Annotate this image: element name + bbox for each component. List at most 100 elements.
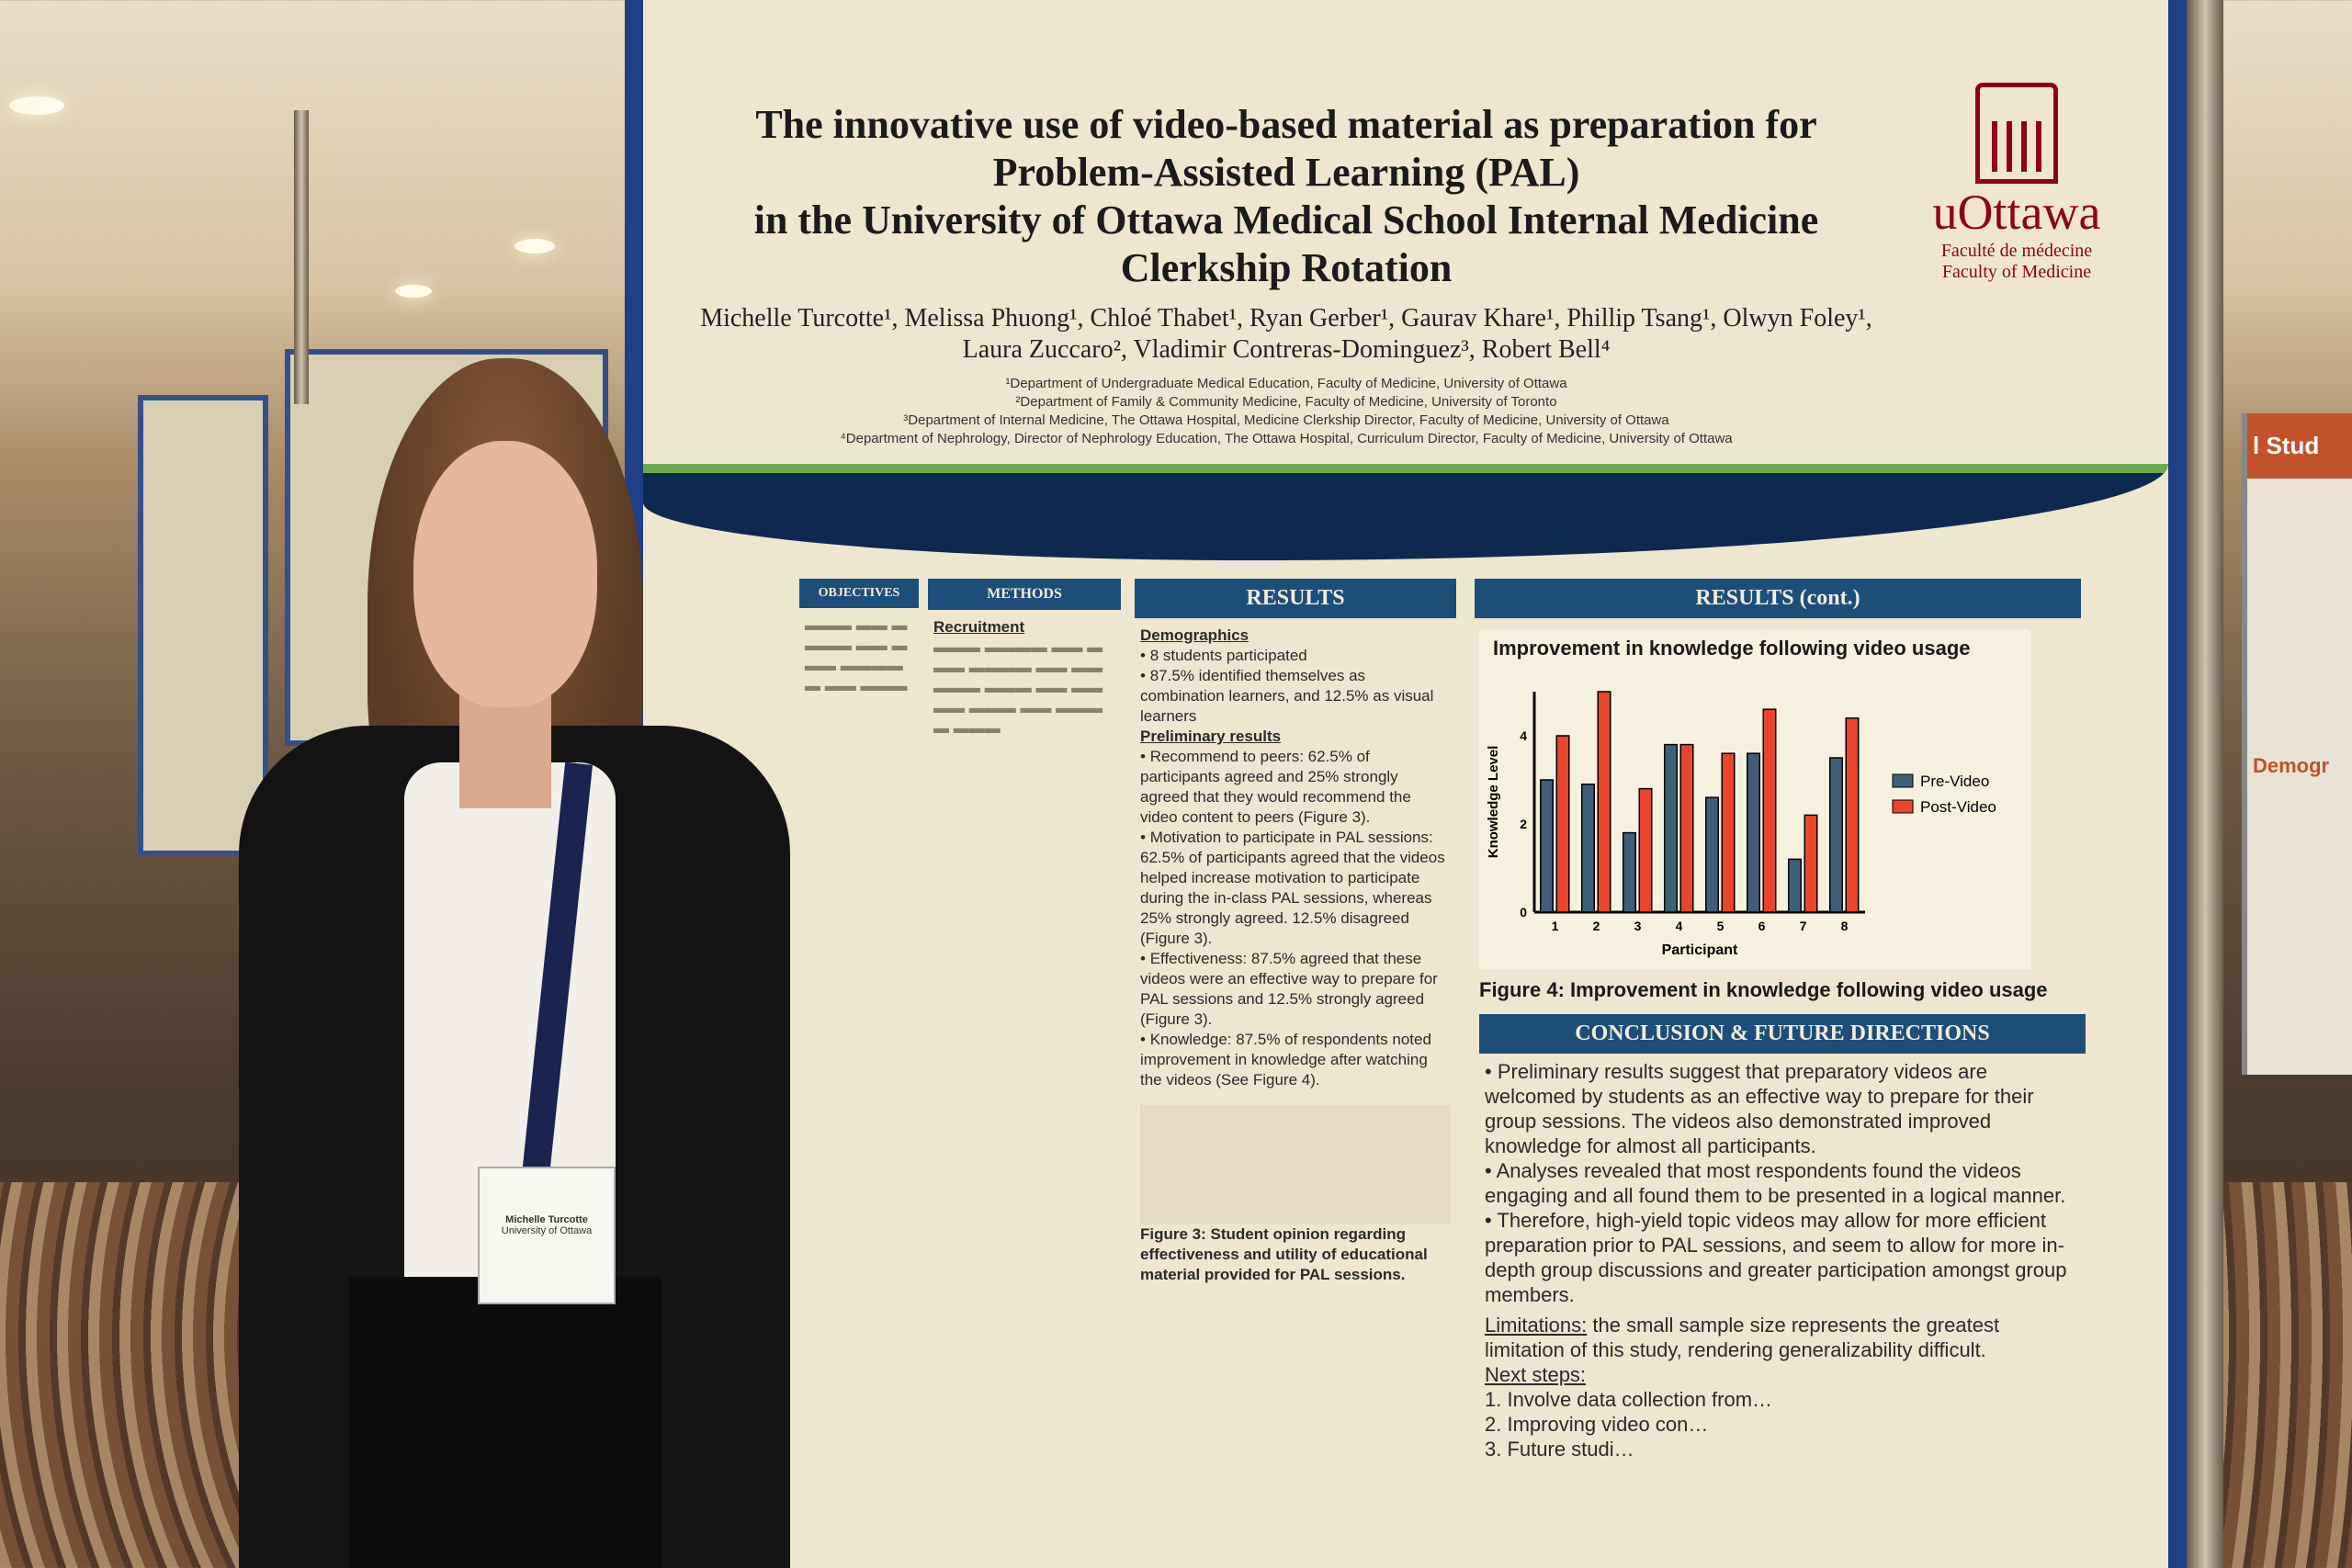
- results-text: Demographics • 8 students participated •…: [1135, 618, 1456, 1292]
- next-step: Improving video con…: [1507, 1413, 1709, 1436]
- figure-3-caption: Figure 3: Student opinion regarding effe…: [1140, 1225, 1428, 1283]
- bar-pre-video: [1540, 779, 1554, 913]
- badge-name: Michelle Turcotte: [505, 1214, 588, 1225]
- affiliation: ⁴Department of Nephrology, Director of N…: [840, 431, 1733, 446]
- badge-org: University of Ottawa: [501, 1225, 593, 1236]
- affiliation: ²Department of Family & Community Medici…: [1015, 394, 1557, 410]
- affiliations: ¹Department of Undergraduate Medical Edu…: [735, 375, 1838, 448]
- conclusion-bullet: Therefore, high-yield topic videos may a…: [1485, 1209, 2067, 1306]
- results-section: RESULTS Demographics • 8 students partic…: [1135, 579, 1456, 1292]
- y-tick-label: 2: [1520, 817, 1527, 831]
- building-icon: [1975, 83, 2058, 184]
- figure-4-caption: Figure 4: Improvement in knowledge follo…: [1479, 978, 2048, 1001]
- faculty-en: Faculty of Medicine: [1941, 262, 2092, 282]
- next-step: Future studi…: [1507, 1438, 1634, 1461]
- bar-post-video: [1845, 717, 1860, 913]
- result-item: Motivation to participate in PAL session…: [1140, 829, 1445, 947]
- results-cont-section: RESULTS (cont.): [1475, 579, 2081, 618]
- y-tick-label: 4: [1520, 728, 1527, 743]
- result-item: 8 students participated: [1149, 647, 1307, 664]
- legend-label: Post-Video: [1920, 798, 1996, 816]
- limitations-label: Limitations:: [1485, 1314, 1588, 1337]
- logo-name: uOttawa: [1932, 185, 2101, 240]
- presenter: Michelle Turcotte University of Ottawa: [202, 358, 790, 1568]
- x-tick-label: 4: [1676, 919, 1683, 933]
- x-tick-label: 6: [1758, 919, 1766, 933]
- ceiling-light: [9, 96, 64, 115]
- name-badge: Michelle Turcotte University of Ottawa: [478, 1167, 616, 1304]
- x-tick-label: 3: [1634, 919, 1642, 933]
- next-step: Involve data collection from…: [1507, 1388, 1773, 1411]
- bar-pre-video: [1829, 757, 1843, 913]
- uottawa-logo: uOttawa Faculté de médecine Faculty of M…: [1911, 83, 2122, 283]
- result-item: Effectiveness: 87.5% agreed that these v…: [1140, 950, 1438, 1028]
- neck: [459, 689, 551, 808]
- figure-3-chart: [1140, 1105, 1451, 1224]
- methods-subhead: Recruitment: [933, 618, 1025, 636]
- x-tick-label: 1: [1552, 919, 1559, 933]
- legend-swatch: [1892, 773, 1914, 788]
- background-poster: [138, 395, 268, 856]
- chart-title: Improvement in knowledge following video…: [1493, 637, 1971, 660]
- x-tick-label: 5: [1717, 919, 1724, 933]
- figure-4-chart: Improvement in knowledge following video…: [1479, 629, 2030, 969]
- ceiling-light: [514, 239, 555, 254]
- title-line-2: in the University of Ottawa Medical Scho…: [753, 197, 1819, 290]
- bar-post-video: [1804, 814, 1818, 913]
- bar-pre-video: [1581, 784, 1595, 913]
- result-item: Recommend to peers: 62.5% of participant…: [1140, 748, 1411, 826]
- ceiling-light: [395, 285, 432, 298]
- section-heading: CONCLUSION & FUTURE DIRECTIONS: [1479, 1014, 2086, 1054]
- bar-post-video: [1555, 735, 1570, 913]
- board-pole: [2187, 0, 2223, 1568]
- affiliation: ³Department of Internal Medicine, The Ot…: [903, 412, 1669, 428]
- conclusion-bullet: Preliminary results suggest that prepara…: [1485, 1060, 2034, 1157]
- bar-pre-video: [1664, 743, 1678, 913]
- affiliation: ¹Department of Undergraduate Medical Edu…: [1005, 376, 1567, 391]
- neighbor-poster-subheading: Demogr: [2253, 754, 2330, 777]
- legend-label: Pre-Video: [1920, 773, 1989, 790]
- section-heading: RESULTS (cont.): [1475, 579, 2081, 618]
- section-heading: RESULTS: [1135, 579, 1456, 618]
- bar-post-video: [1597, 691, 1611, 913]
- bar-pre-video: [1747, 752, 1760, 913]
- next-steps-label: Next steps:: [1485, 1363, 1587, 1386]
- limitations-text: the small sample size represents the gre…: [1485, 1314, 2000, 1361]
- bar-post-video: [1638, 787, 1653, 913]
- section-heading: METHODS: [928, 579, 1121, 610]
- bar-pre-video: [1623, 831, 1636, 913]
- poster-authors: Michelle Turcotte¹, Melissa Phuong¹, Chl…: [700, 304, 1872, 364]
- conclusion-section: CONCLUSION & FUTURE DIRECTIONS • Prelimi…: [1479, 1014, 2086, 1467]
- bar-pre-video: [1788, 858, 1802, 913]
- header-wave: [643, 464, 2168, 560]
- methods-text: Recruitment ▬▬▬ ▬▬▬▬ ▬▬ ▬▬▬ ▬▬▬▬ ▬▬ ▬▬▬▬▬…: [933, 618, 1103, 737]
- x-axis-label: Participant: [1662, 942, 1738, 958]
- y-axis-label: Knowledge Level: [1486, 746, 1501, 859]
- x-tick-label: 2: [1593, 919, 1600, 933]
- demographics-label: Demographics: [1140, 626, 1250, 644]
- section-heading: OBJECTIVES: [799, 579, 919, 608]
- y-tick-label: 0: [1520, 905, 1527, 919]
- bar-chart: 0 2 4 1 2 3 4 5 6 7 8 Participant Knowledge Level Pre…: [1486, 691, 1996, 958]
- neighbor-poster: l Stud Demogr: [2242, 413, 2352, 1075]
- methods-section: METHODS Recruitment ▬▬▬ ▬▬▬▬ ▬▬ ▬▬▬ ▬▬▬▬ …: [928, 579, 1121, 746]
- poster: The innovative use of video-based materi…: [643, 0, 2168, 1568]
- conclusion-text: • Preliminary results suggest that prepa…: [1479, 1054, 2086, 1467]
- result-item: 87.5% identified themselves as combinati…: [1140, 667, 1434, 725]
- bar-post-video: [1762, 708, 1777, 913]
- prelim-label: Preliminary results: [1140, 728, 1282, 745]
- objectives-text: ▬▬▬ ▬▬ ▬▬▬▬ ▬▬ ▬▬▬ ▬▬▬▬▬ ▬▬ ▬▬▬: [805, 616, 908, 694]
- pole: [294, 110, 309, 404]
- poster-title: The innovative use of video-based materi…: [698, 101, 1874, 292]
- neighbor-poster-heading: l Stud: [2247, 413, 2352, 479]
- bar-post-video: [1721, 752, 1736, 913]
- result-item: Knowledge: 87.5% of respondents noted im…: [1140, 1031, 1431, 1089]
- x-tick-label: 7: [1800, 919, 1807, 933]
- legend-swatch: [1892, 799, 1914, 814]
- pants: [349, 1277, 662, 1568]
- bar-post-video: [1679, 743, 1694, 913]
- conclusion-bullet: Analyses revealed that most respondents …: [1485, 1159, 2066, 1207]
- objectives-section: OBJECTIVES ▬▬▬ ▬▬ ▬▬▬▬ ▬▬ ▬▬▬ ▬▬▬▬▬ ▬▬ ▬…: [799, 579, 919, 704]
- faculty-fr: Faculté de médecine: [1940, 241, 2093, 261]
- title-line-1: The innovative use of video-based materi…: [755, 102, 1817, 195]
